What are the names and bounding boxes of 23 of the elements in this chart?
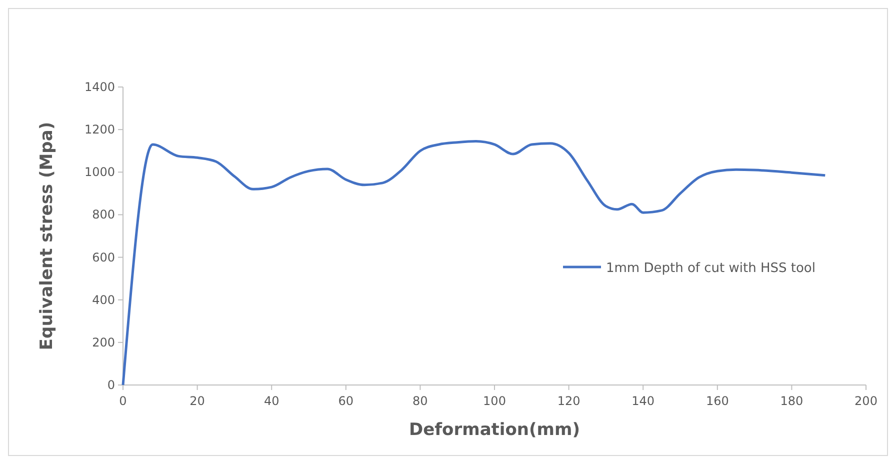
legend-label: 1mm Depth of cut with HSS tool	[606, 261, 816, 276]
x-tick-label: 40	[264, 394, 280, 408]
y-axis-title: Equivalent stress (Mpa)	[37, 122, 57, 350]
y-tick-label: 0	[107, 378, 115, 392]
x-tick-label: 140	[632, 394, 655, 408]
y-tick-label: 1000	[84, 165, 115, 180]
y-tick-label: 600	[92, 250, 115, 264]
x-tick-label: 80	[412, 394, 428, 408]
x-tick-label: 160	[706, 394, 729, 408]
y-tick-label: 1400	[84, 80, 115, 94]
y-tick-label: 400	[92, 292, 115, 307]
x-tick-label: 20	[190, 394, 205, 408]
x-tick-label: 60	[338, 394, 354, 408]
x-tick-label: 200	[854, 394, 878, 408]
y-tick-label: 1200	[84, 122, 115, 137]
x-tick-label: 100	[483, 394, 506, 408]
line-series	[122, 140, 826, 386]
x-axis-title: Deformation(mm)	[409, 420, 580, 440]
x-tick-label: 120	[557, 394, 580, 408]
y-tick-label: 200	[92, 335, 115, 350]
y-tick-label: 800	[92, 208, 115, 222]
x-tick-label: 0	[119, 394, 127, 408]
x-tick-label: 180	[780, 394, 804, 408]
